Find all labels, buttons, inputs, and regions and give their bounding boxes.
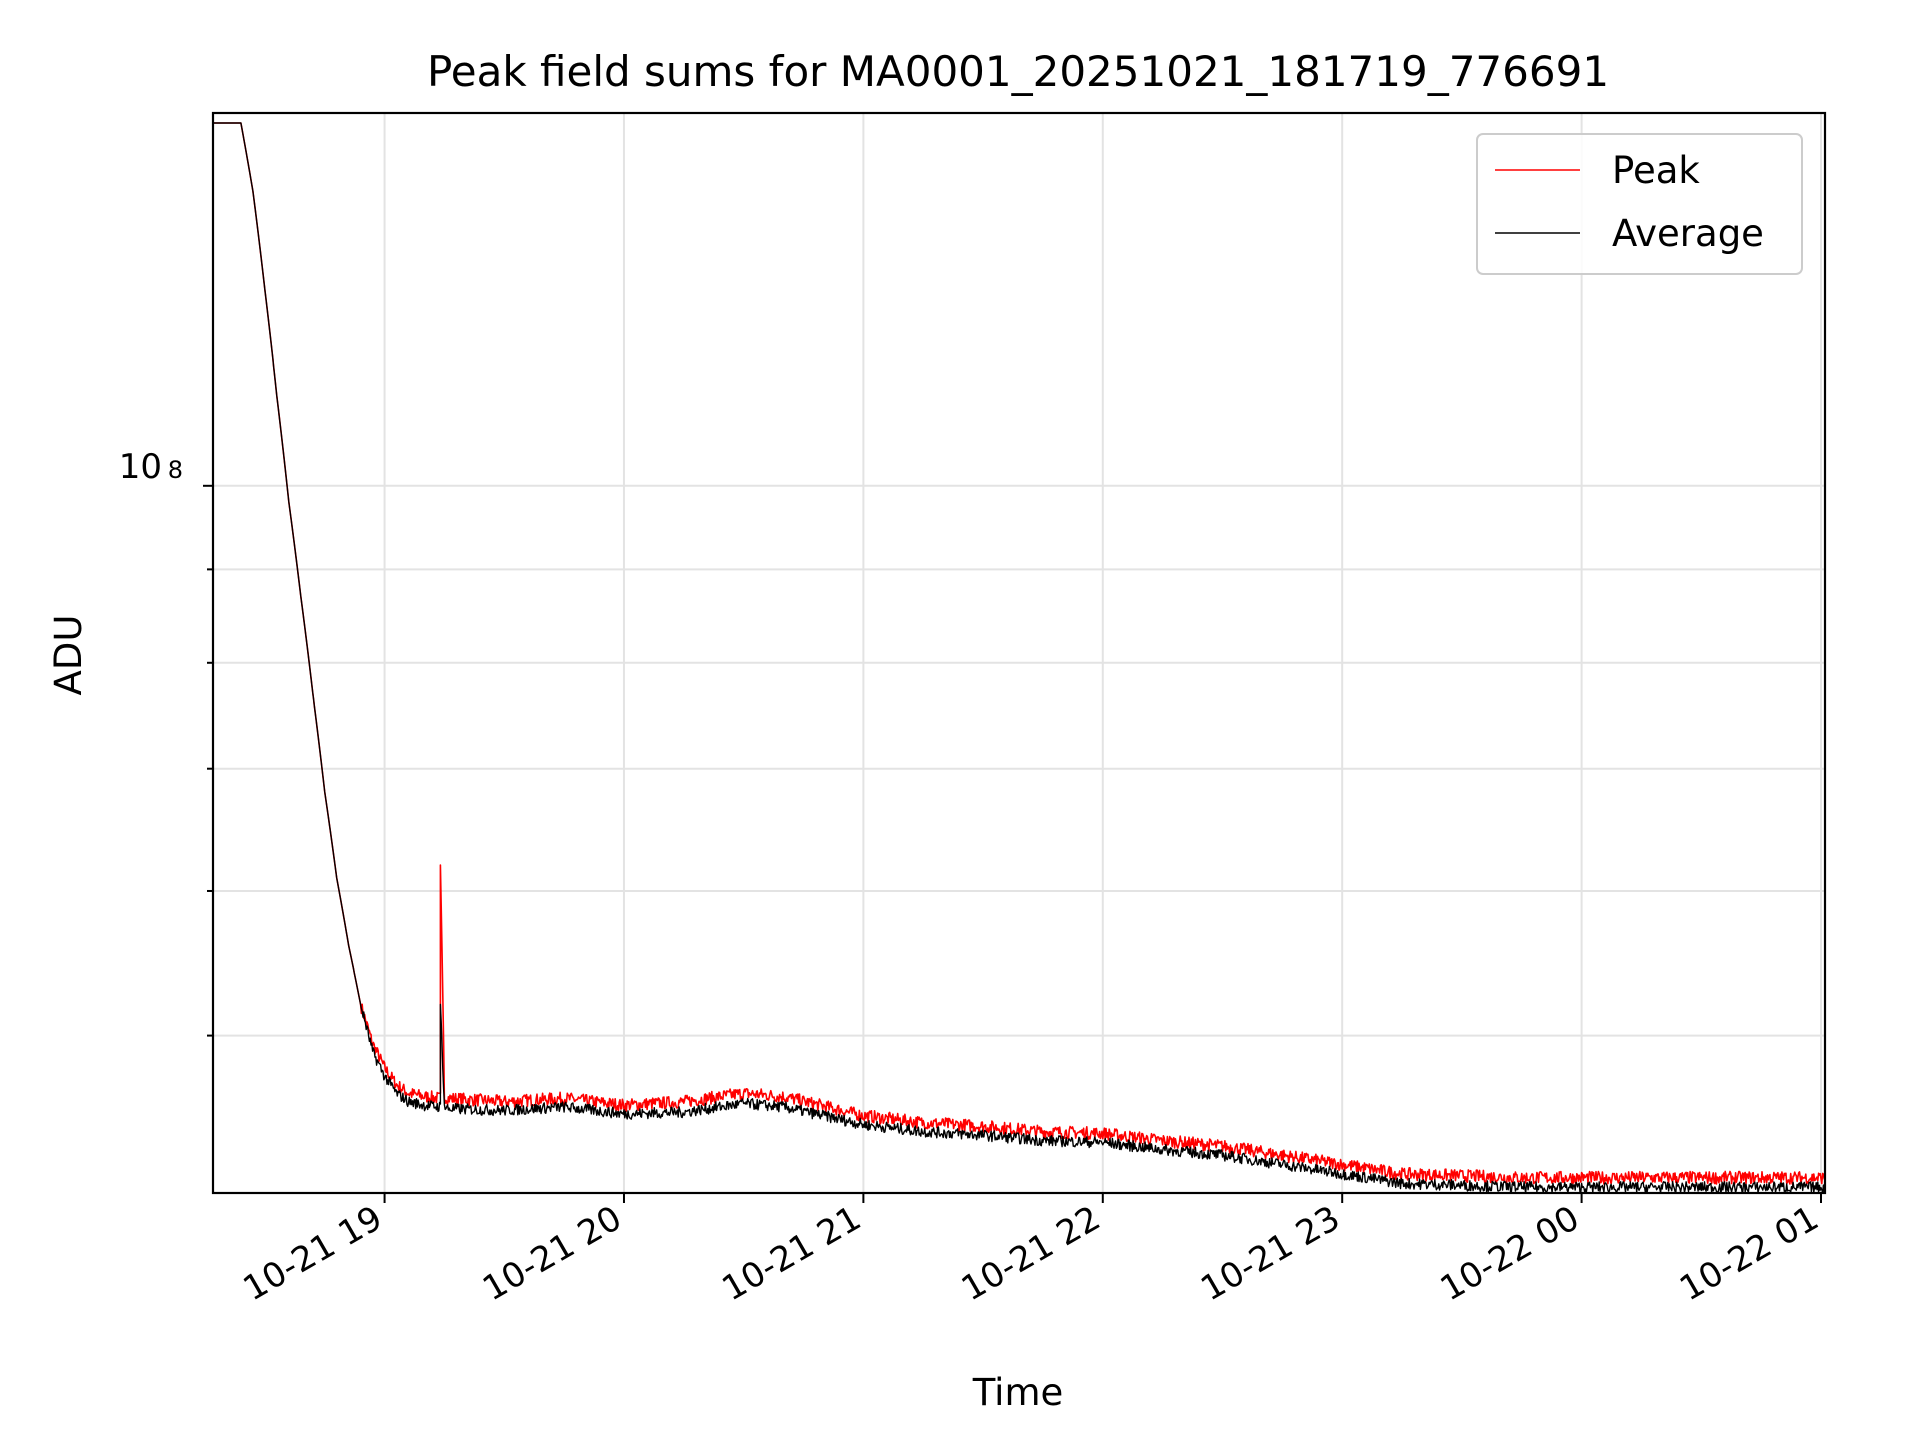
legend-box	[1476, 133, 1803, 275]
y-tick-label-exponent: 8	[168, 456, 183, 484]
legend-label-average: Average	[1612, 212, 1764, 255]
y-tick-label-base: 10	[119, 447, 162, 487]
series-group	[213, 122, 1825, 1193]
plot-area-frame	[211, 111, 1827, 1195]
y-tick-label: 8 10	[119, 447, 183, 487]
grid	[213, 113, 1825, 1193]
legend: Peak Average	[1476, 133, 1803, 275]
x-axis-label: Time	[972, 1371, 1064, 1414]
series-line-average	[213, 122, 1825, 1193]
chart-title: Peak field sums for MA0001_20251021_1817…	[427, 47, 1609, 96]
y-axis-label: ADU	[47, 615, 90, 696]
series-line-peak	[213, 122, 1825, 1185]
legend-label-peak: Peak	[1612, 149, 1700, 192]
